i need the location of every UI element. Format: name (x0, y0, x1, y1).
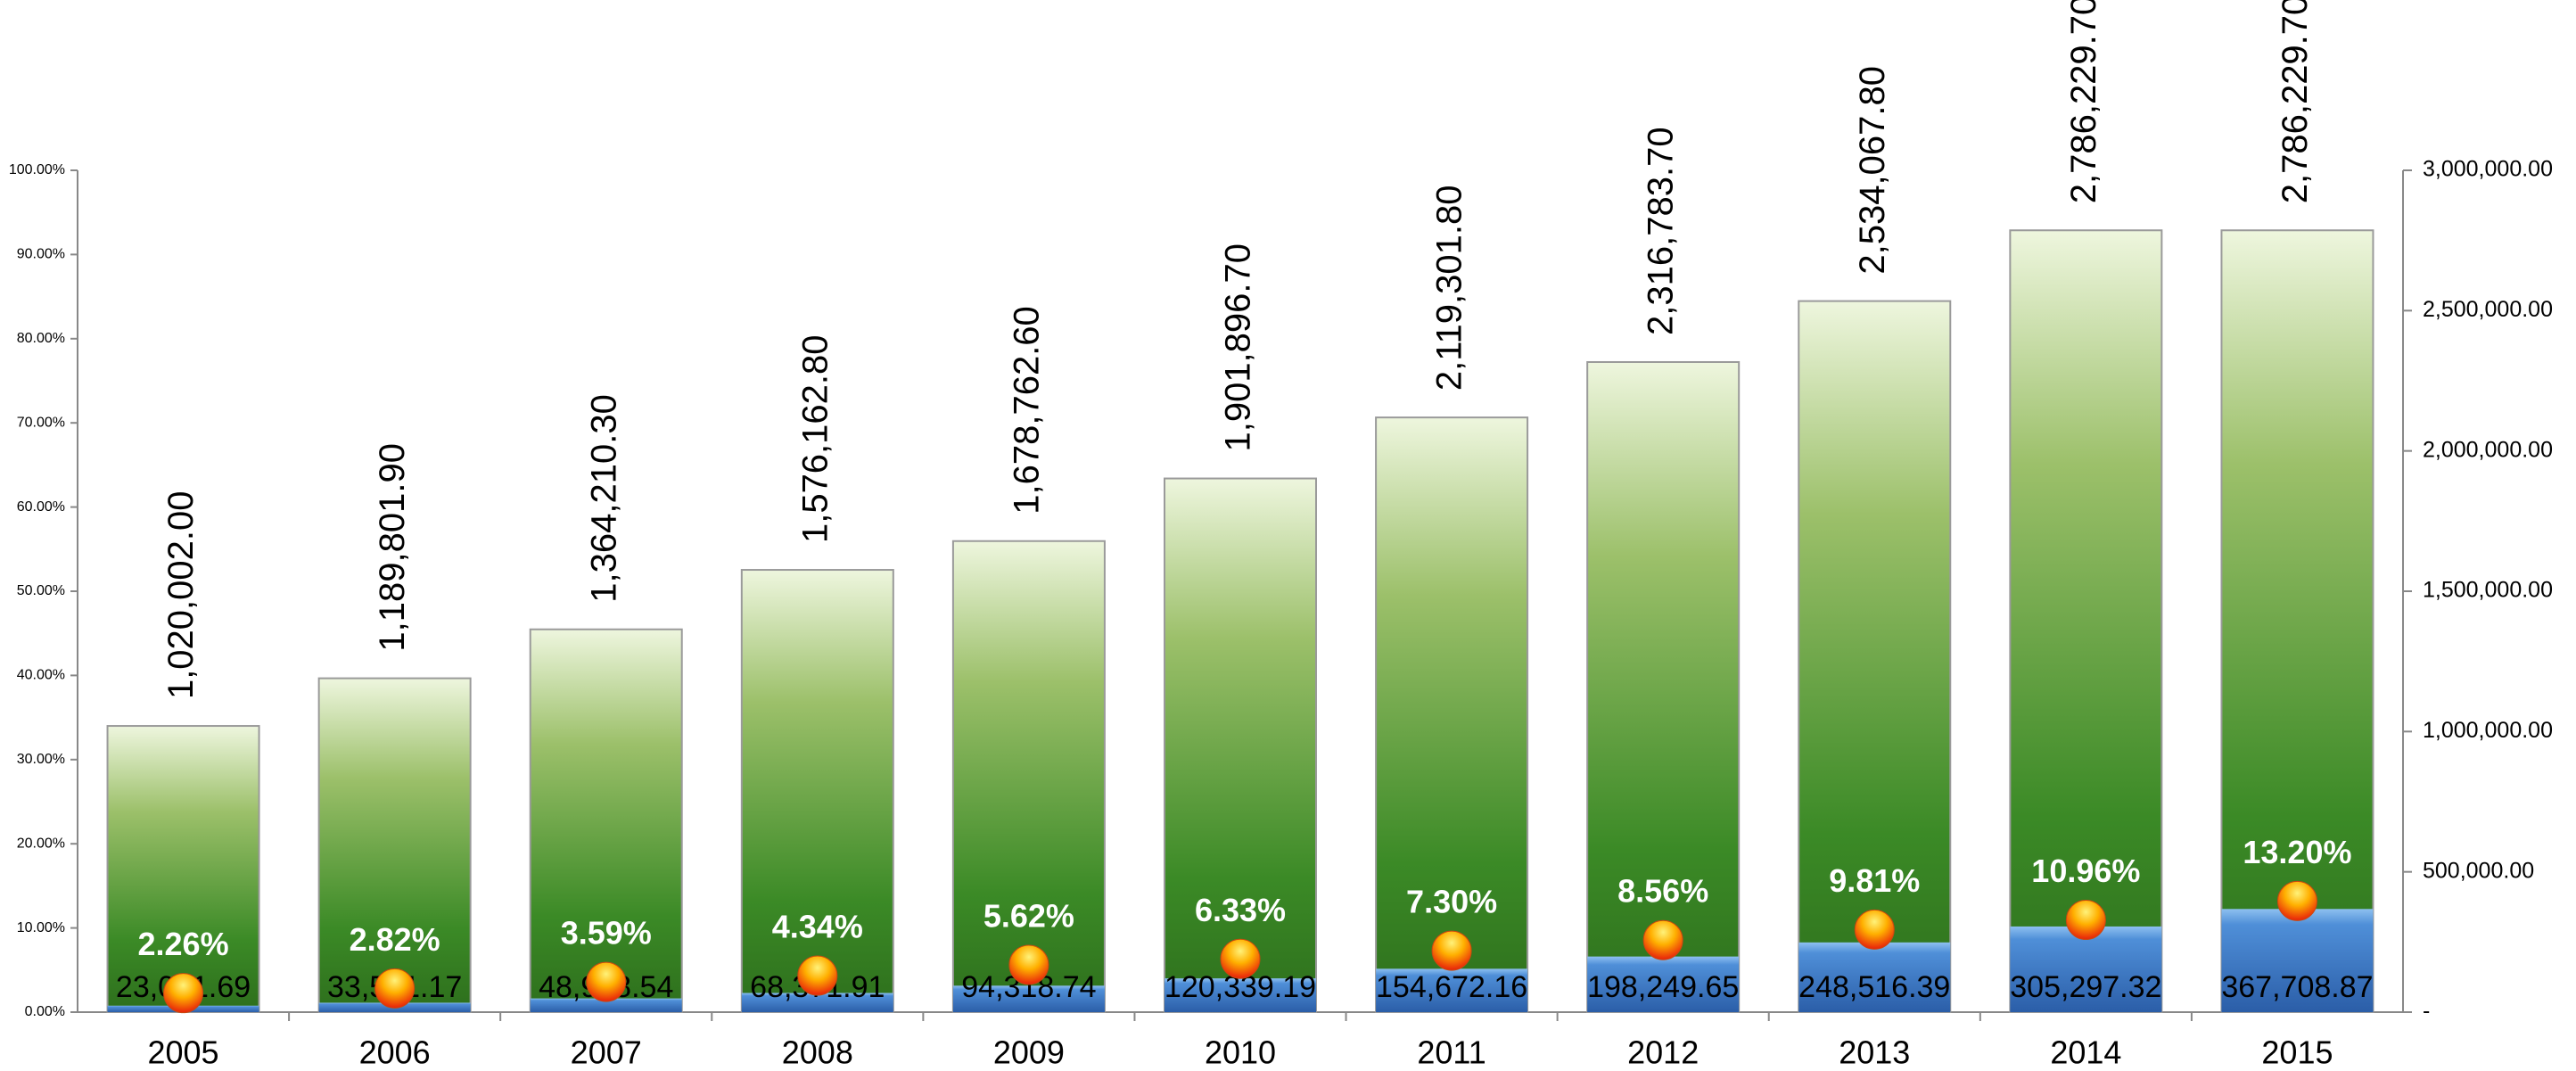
marker (1220, 938, 1261, 979)
part-bar (2221, 909, 2374, 1012)
y-tick-label: 100.00% (9, 162, 65, 177)
part-label: 248,516.39 (1798, 970, 1950, 1004)
total-bar (1798, 300, 1952, 1013)
x-tick-label: 2007 (571, 1034, 642, 1071)
x-tick-label: 2011 (1417, 1034, 1486, 1071)
y-tick-label: 20.00% (17, 836, 65, 851)
part-bar (741, 993, 893, 1012)
part-label: 154,672.16 (1376, 970, 1527, 1004)
marker (1642, 919, 1683, 960)
x-tick-label: 2015 (2261, 1034, 2333, 1071)
x-tick-label: 2012 (1627, 1034, 1699, 1071)
percent-label: 6.33% (1195, 892, 1286, 928)
x-tick-label: 2010 (1205, 1034, 1276, 1071)
total-bar (529, 628, 683, 1014)
part-bar (1798, 942, 1951, 1012)
total-label: 2,786,229.70 (2064, 0, 2103, 203)
x-tick-label: 2009 (993, 1034, 1065, 1071)
total-bar (1164, 477, 1317, 1013)
percent-label: 8.56% (1617, 873, 1708, 910)
marker (2065, 900, 2106, 941)
total-label: 2,534,067.80 (1853, 66, 1892, 275)
percent-label: 2.26% (138, 926, 229, 962)
y-tick-label: 0.00% (25, 1004, 65, 1019)
total-label: 2,316,783.70 (1642, 127, 1681, 335)
marker (586, 961, 627, 1002)
part-bar (952, 985, 1105, 1012)
y2-tick-label: 1,500,000.00 (2423, 578, 2553, 603)
part-bar (530, 998, 682, 1012)
y-tick-label: 60.00% (17, 499, 65, 515)
x-tick-label: 2013 (1839, 1034, 1910, 1071)
y2-tick-label: 1,000,000.00 (2423, 718, 2553, 743)
marker (163, 973, 204, 1014)
total-label: 2,119,301.80 (1430, 185, 1469, 391)
marker (1008, 944, 1049, 985)
part-bar (1376, 968, 1528, 1012)
y2-tick-label: 2,500,000.00 (2423, 297, 2553, 322)
percent-label: 10.96% (2031, 853, 2140, 889)
y-tick-label: 80.00% (17, 331, 65, 346)
marker (1431, 930, 1472, 971)
y2-tick-label: - (2423, 999, 2430, 1024)
total-label: 1,576,162.80 (795, 334, 835, 543)
total-label: 1,189,801.90 (373, 443, 412, 652)
total-label: 2,786,229.70 (2276, 0, 2315, 203)
x-tick-label: 2005 (147, 1034, 218, 1071)
total-bar (740, 569, 894, 1013)
total-label: 1,364,210.30 (584, 394, 623, 603)
x-tick-label: 2008 (782, 1034, 853, 1071)
part-bar (1165, 978, 1316, 1012)
part-label: 367,708.87 (2221, 970, 2373, 1004)
x-tick-label: 2006 (359, 1034, 431, 1071)
percent-label: 5.62% (983, 897, 1074, 934)
marker (374, 968, 416, 1009)
y-tick-label: 50.00% (17, 583, 65, 598)
total-bar (2009, 229, 2163, 1014)
y-tick-label: 30.00% (17, 752, 65, 767)
marker (797, 955, 838, 996)
total-bar (1375, 416, 1529, 1014)
y-tick-label: 70.00% (17, 415, 65, 430)
part-label: 198,249.65 (1587, 970, 1739, 1004)
total-bar (951, 540, 1106, 1013)
part-label: 305,297.32 (2010, 970, 2161, 1004)
total-bar (317, 677, 472, 1013)
y-tick-label: 90.00% (17, 247, 65, 262)
y-tick-label: 40.00% (17, 668, 65, 683)
total-bar (1586, 360, 1741, 1013)
percent-label: 13.20% (2243, 834, 2351, 870)
total-label: 1,901,896.70 (1219, 243, 1258, 452)
marker (2276, 880, 2317, 921)
part-bar (1587, 956, 1740, 1012)
total-label: 1,020,002.00 (161, 490, 201, 699)
total-label: 1,678,762.60 (1007, 306, 1046, 515)
percent-label: 3.59% (561, 915, 652, 952)
percent-label: 9.81% (1829, 862, 1920, 899)
percent-label: 7.30% (1406, 884, 1497, 920)
marker (1854, 909, 1895, 950)
y2-tick-label: 500,000.00 (2423, 858, 2534, 883)
y-tick-label: 10.00% (17, 920, 65, 935)
percent-label: 4.34% (772, 909, 863, 945)
y2-tick-label: 3,000,000.00 (2423, 157, 2553, 182)
y2-tick-label: 2,000,000.00 (2423, 437, 2553, 462)
total-bar (106, 725, 260, 1013)
percent-label: 2.82% (350, 921, 440, 958)
x-tick-label: 2014 (2050, 1034, 2121, 1071)
part-bar (2010, 926, 2162, 1012)
